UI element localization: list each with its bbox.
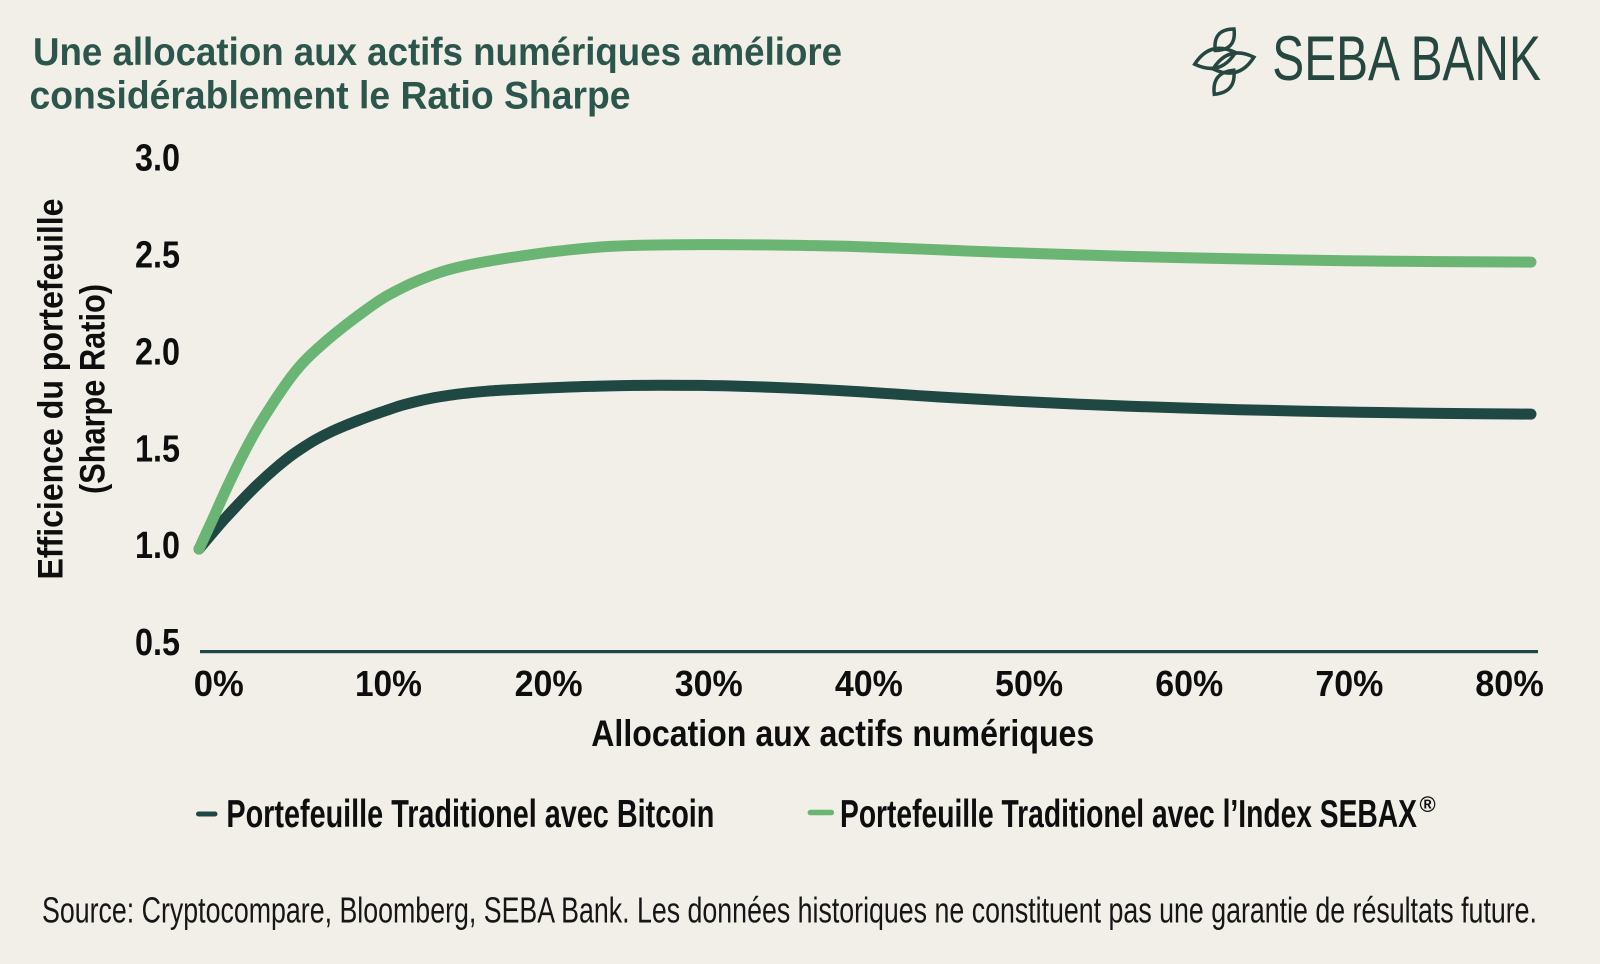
svg-text:40%: 40% (835, 663, 903, 704)
svg-text:Une allocation aux actifs numé: Une allocation aux actifs numériques amé… (33, 31, 842, 74)
svg-text:70%: 70% (1315, 663, 1383, 704)
svg-text:Portefeuille Traditionel avec: Portefeuille Traditionel avec Bitcoin (226, 793, 714, 836)
svg-text:®: ® (1420, 792, 1436, 817)
svg-text:Portefeuille Traditionel avec: Portefeuille Traditionel avec l’Index SE… (840, 793, 1417, 836)
svg-text:10%: 10% (355, 663, 422, 704)
svg-text:0.5: 0.5 (135, 622, 180, 664)
svg-text:0%: 0% (194, 663, 244, 704)
svg-text:3.0: 3.0 (135, 138, 180, 180)
svg-text:2.0: 2.0 (135, 331, 180, 373)
svg-text:50%: 50% (995, 663, 1063, 704)
svg-text:(Sharpe Ratio): (Sharpe Ratio) (74, 284, 113, 494)
svg-text:Source: Cryptocompare, Bloombe: Source: Cryptocompare, Bloomberg, SEBA B… (42, 890, 1537, 931)
svg-text:2.5: 2.5 (135, 235, 180, 277)
svg-text:Efficience du portefeuille: Efficience du portefeuille (32, 199, 71, 580)
svg-text:1.0: 1.0 (135, 525, 180, 567)
svg-text:30%: 30% (675, 663, 743, 704)
svg-text:60%: 60% (1155, 663, 1223, 704)
svg-text:80%: 80% (1475, 663, 1544, 704)
svg-text:SEBA BANK: SEBA BANK (1272, 24, 1541, 94)
svg-text:20%: 20% (515, 663, 583, 704)
svg-text:1.5: 1.5 (135, 428, 180, 470)
svg-text:considérablement le Ratio Shar: considérablement le Ratio Sharpe (30, 75, 631, 118)
svg-text:Allocation aux actifs numériqu: Allocation aux actifs numériques (591, 712, 1094, 754)
